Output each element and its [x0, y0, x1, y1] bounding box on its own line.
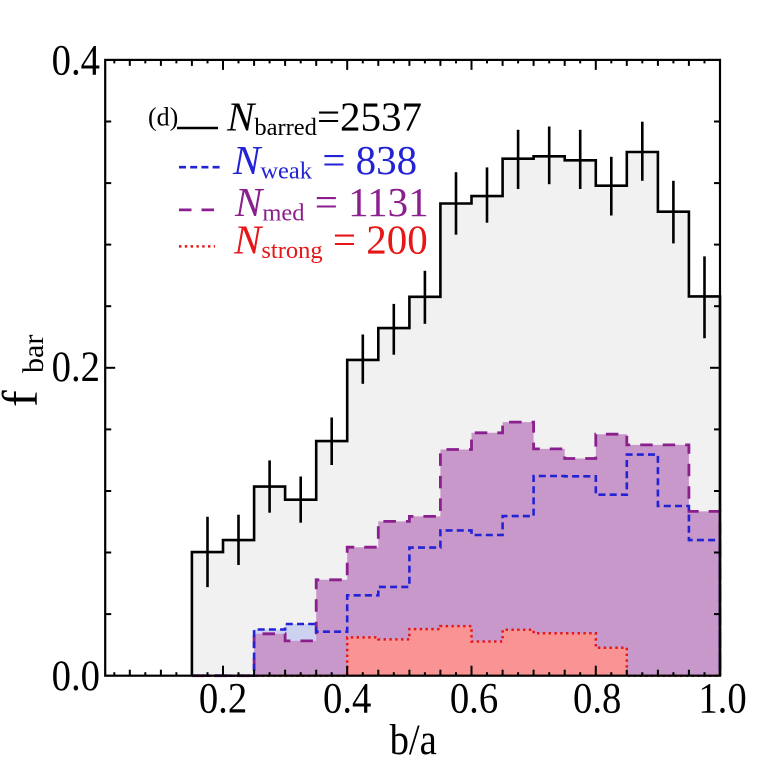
svg-text:Nbarred=2537: Nbarred=2537	[226, 93, 422, 141]
svg-text:0.4: 0.4	[52, 35, 100, 84]
svg-text:1.0: 1.0	[698, 674, 746, 723]
svg-text:0.2: 0.2	[52, 342, 100, 391]
svg-text:b/a: b/a	[390, 715, 437, 764]
svg-text:0.6: 0.6	[450, 674, 498, 723]
svg-text:f: f	[0, 390, 48, 407]
svg-text:(d): (d)	[148, 103, 178, 132]
svg-text:0.4: 0.4	[323, 674, 371, 723]
svg-text:Nweak = 838: Nweak = 838	[232, 137, 417, 185]
svg-text:0.2: 0.2	[199, 674, 247, 723]
svg-text:0.8: 0.8	[573, 674, 621, 723]
svg-text:0.0: 0.0	[52, 651, 100, 700]
svg-text:bar: bar	[17, 335, 50, 373]
svg-text:Nmed = 1131: Nmed = 1131	[234, 179, 429, 227]
svg-text:Nstrong = 200: Nstrong = 200	[233, 217, 428, 265]
